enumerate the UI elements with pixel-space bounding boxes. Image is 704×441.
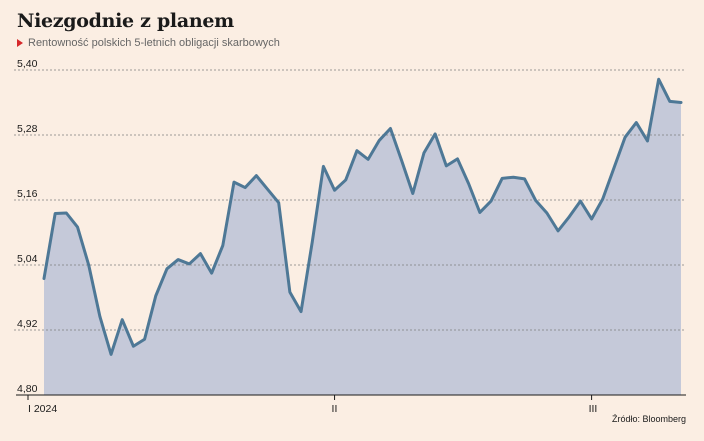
- x-tick-label: I 2024: [28, 403, 57, 415]
- y-tick-label: 5,28: [17, 123, 38, 135]
- subtitle-text: Rentowność polskich 5-letnich obligacji …: [28, 37, 280, 49]
- y-tick-label: 5,16: [17, 188, 38, 200]
- x-tick-label: III: [589, 403, 598, 415]
- y-tick-label: 5,40: [17, 58, 38, 70]
- source-note: Źródło: Bloomberg: [611, 414, 686, 424]
- y-tick-label: 4,92: [17, 318, 38, 330]
- x-tick-label: II: [332, 403, 338, 415]
- series-area: [44, 79, 681, 395]
- series-line: [42, 77, 683, 356]
- triangle-marker-icon: [17, 39, 23, 47]
- chart-subtitle: Rentowność polskich 5-letnich obligacji …: [17, 37, 280, 49]
- y-tick-label: 4,80: [17, 383, 38, 395]
- y-tick-label: 5,04: [17, 253, 38, 265]
- chart-title: Niezgodnie z planem: [17, 10, 234, 32]
